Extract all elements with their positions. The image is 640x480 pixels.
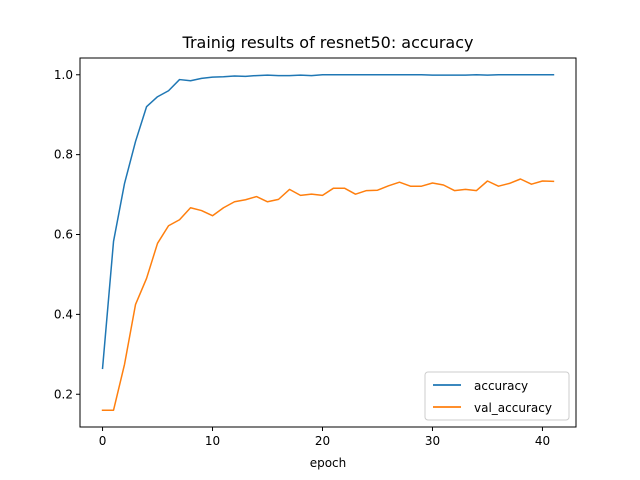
- legend-label-accuracy: accuracy: [474, 379, 528, 393]
- x-tick-label: 10: [205, 434, 220, 448]
- x-tick-label: 40: [535, 434, 550, 448]
- legend: accuracy val_accuracy: [424, 371, 570, 421]
- legend-box: [424, 371, 570, 421]
- x-tick-label: 20: [315, 434, 330, 448]
- series-line-accuracy: [101, 74, 555, 370]
- x-tick-label: 0: [99, 434, 107, 448]
- legend-label-val-accuracy: val_accuracy: [474, 401, 552, 415]
- series-line-val-accuracy: [101, 178, 555, 411]
- y-tick-label: 0.6: [54, 228, 73, 242]
- x-tick-label: 30: [425, 434, 440, 448]
- x-axis-label: epoch: [310, 456, 347, 470]
- y-tick-label: 0.4: [54, 307, 73, 321]
- plot-area: [101, 74, 555, 411]
- y-tick-label: 0.2: [54, 387, 73, 401]
- y-tick-label: 1.0: [54, 68, 73, 82]
- x-axis: 0 10 20 30 40: [99, 427, 550, 448]
- axes-frame: [79, 57, 577, 428]
- y-axis: 0.2 0.4 0.6 0.8 1.0: [54, 68, 80, 401]
- chart-title: Trainig results of resnet50: accuracy: [182, 33, 474, 52]
- y-tick-label: 0.8: [54, 148, 73, 162]
